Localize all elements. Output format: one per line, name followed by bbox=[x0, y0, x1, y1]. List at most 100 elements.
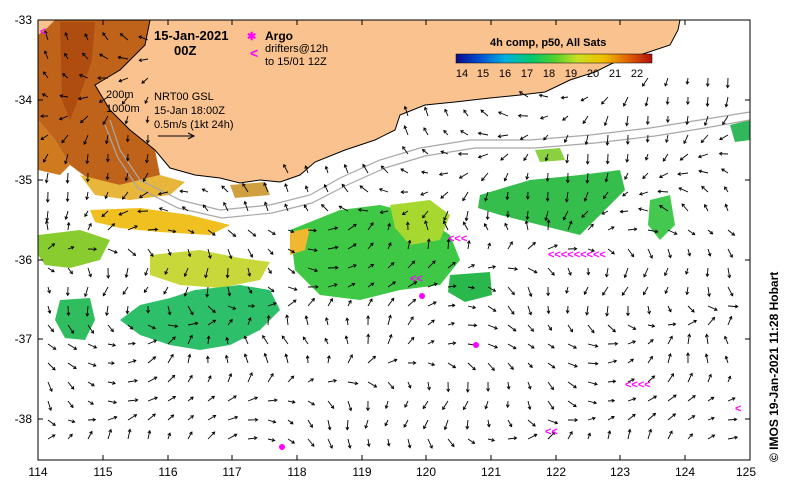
current-arrow-head bbox=[411, 260, 416, 265]
current-arrow-head bbox=[550, 386, 554, 391]
current-arrow bbox=[540, 115, 549, 119]
current-arrow bbox=[487, 438, 495, 441]
current-arrow bbox=[358, 209, 369, 212]
current-arrow bbox=[687, 334, 690, 345]
current-arrow-head bbox=[649, 339, 654, 343]
current-arrow bbox=[207, 375, 212, 383]
current-arrow-head bbox=[403, 105, 408, 110]
current-arrow bbox=[683, 134, 689, 144]
current-arrow bbox=[227, 319, 233, 326]
current-arrow-head bbox=[697, 154, 702, 159]
current-arrow bbox=[601, 96, 609, 105]
current-arrow bbox=[407, 337, 415, 345]
land-northwest bbox=[38, 20, 55, 35]
current-arrow-head bbox=[289, 420, 294, 425]
current-arrow bbox=[287, 419, 294, 425]
current-arrow bbox=[678, 172, 689, 175]
current-arrow bbox=[627, 340, 636, 345]
lat-tick-label: -34 bbox=[15, 93, 33, 107]
current-arrow-head bbox=[189, 374, 193, 379]
current-arrow-head bbox=[581, 214, 585, 218]
current-arrow-head bbox=[692, 395, 696, 399]
colorbar-tick-label: 17 bbox=[521, 68, 533, 80]
current-arrow-head bbox=[138, 35, 143, 40]
current-arrow bbox=[67, 362, 77, 369]
current-arrow-head bbox=[164, 271, 168, 275]
current-arrow-head bbox=[518, 91, 523, 95]
current-arrow bbox=[624, 172, 629, 180]
current-arrow bbox=[447, 438, 455, 447]
current-arrow bbox=[707, 286, 710, 297]
current-arrow-head bbox=[462, 406, 467, 411]
current-arrow bbox=[727, 286, 734, 297]
current-arrow bbox=[627, 228, 637, 231]
current-arrow-head bbox=[728, 315, 733, 320]
current-arrow-head bbox=[407, 444, 412, 449]
current-arrow-head bbox=[392, 281, 396, 285]
current-arrow bbox=[347, 400, 352, 411]
current-arrow-head bbox=[97, 76, 101, 80]
current-arrow-head bbox=[393, 358, 398, 363]
current-arrow bbox=[567, 267, 572, 276]
current-arrow bbox=[247, 396, 258, 402]
current-arrow-head bbox=[64, 160, 68, 165]
current-arrow-head bbox=[172, 396, 177, 400]
current-arrow-head bbox=[491, 367, 495, 372]
current-arrow-head bbox=[724, 355, 729, 360]
current-arrow-head bbox=[49, 388, 53, 393]
current-arrow-head bbox=[632, 340, 637, 344]
current-arrow bbox=[147, 324, 156, 330]
current-arrow-head bbox=[362, 163, 366, 168]
current-arrow bbox=[407, 260, 415, 269]
current-arrow-head bbox=[497, 111, 502, 115]
current-arrow-head bbox=[504, 222, 508, 227]
current-arrow-head bbox=[509, 241, 513, 245]
current-arrow bbox=[586, 172, 589, 183]
current-arrow-head bbox=[623, 274, 628, 279]
current-arrow bbox=[687, 395, 696, 402]
current-arrow-head bbox=[292, 299, 297, 304]
current-arrow bbox=[605, 172, 609, 182]
current-arrow bbox=[226, 267, 229, 278]
current-arrow-head bbox=[462, 221, 467, 226]
current-arrow-head bbox=[442, 220, 447, 225]
current-arrow bbox=[442, 400, 449, 410]
current-arrow bbox=[404, 400, 409, 408]
current-arrow bbox=[244, 335, 249, 345]
current-arrow bbox=[227, 305, 236, 310]
current-arrow bbox=[207, 248, 211, 259]
current-arrow-head bbox=[492, 288, 497, 292]
current-arrow bbox=[443, 130, 449, 136]
current-arrow-head bbox=[311, 297, 315, 302]
current-arrow bbox=[527, 343, 535, 349]
current-arrow-head bbox=[183, 273, 188, 277]
current-arrow bbox=[87, 343, 97, 349]
current-arrow bbox=[443, 220, 449, 231]
current-arrow-head bbox=[266, 314, 271, 319]
current-arrow bbox=[547, 305, 550, 314]
argo-legend-icon: ✱ bbox=[247, 31, 256, 43]
current-arrow bbox=[267, 373, 274, 383]
current-arrow-head bbox=[612, 328, 616, 333]
current-arrow-head bbox=[687, 333, 692, 338]
current-arrow-head bbox=[388, 242, 392, 246]
current-arrow bbox=[467, 264, 475, 269]
current-arrow-head bbox=[274, 398, 278, 403]
current-arrow bbox=[422, 400, 429, 409]
current-arrow bbox=[347, 300, 352, 307]
current-time: 15-Jan 18:00Z bbox=[154, 105, 225, 117]
current-arrow-head bbox=[672, 394, 677, 399]
current-arrow-head bbox=[403, 125, 408, 129]
current-arrow-head bbox=[451, 303, 456, 308]
current-arrow-head bbox=[664, 82, 668, 87]
current-arrow-head bbox=[205, 355, 210, 360]
current-arrow bbox=[507, 324, 517, 332]
current-arrow bbox=[118, 210, 129, 216]
current-arrow bbox=[681, 203, 689, 212]
current-arrow-head bbox=[568, 271, 572, 276]
current-arrow bbox=[47, 419, 56, 426]
current-arrow bbox=[407, 281, 417, 288]
current-arrow bbox=[507, 343, 517, 350]
current-arrow bbox=[43, 153, 49, 163]
current-arrow bbox=[662, 153, 669, 162]
